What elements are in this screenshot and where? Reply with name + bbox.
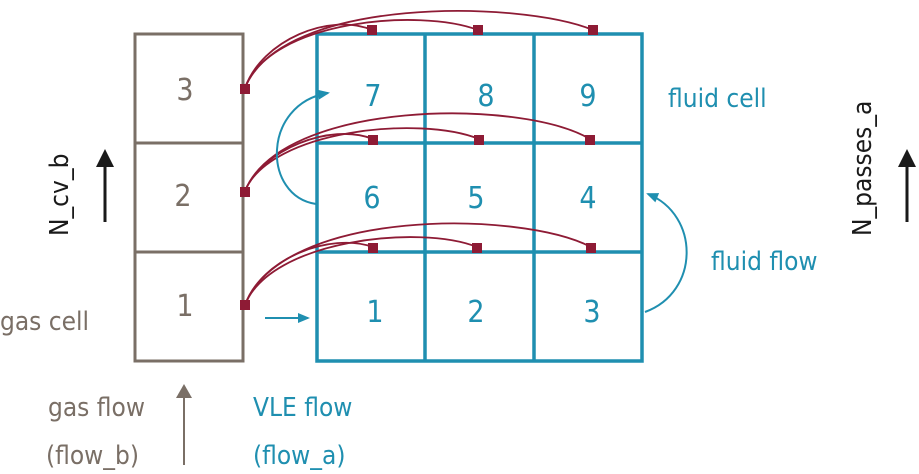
link-curve <box>244 222 592 306</box>
link-curve <box>244 127 480 192</box>
gas-cell-2-number: 2 <box>174 179 191 214</box>
gas-cell-1-number: 1 <box>176 289 193 324</box>
vle-flow-label: VLE flow <box>253 393 352 423</box>
n-passes-a-label: N_passes_a <box>848 101 878 236</box>
fluid-cell-8-number: 8 <box>477 79 494 114</box>
fluid-cell-2-port <box>472 243 482 253</box>
gas-cell-3-number: 3 <box>176 73 193 108</box>
fluid-cell-5-port <box>474 135 484 145</box>
gas-cell-column <box>133 32 245 363</box>
fluid-cell-3-number: 3 <box>583 295 600 330</box>
gas-flow-variable: (flow_b) <box>46 441 139 471</box>
gas-flow-label: gas flow <box>48 393 145 423</box>
vle-flow-variable: (flow_a) <box>253 441 345 471</box>
link-nodes <box>240 25 598 310</box>
link-curve <box>244 112 591 192</box>
link-curve <box>244 236 478 306</box>
fluid-cell-3-port <box>586 243 596 253</box>
gas-cell-1-port <box>240 300 250 310</box>
fluid-cell-6-number: 6 <box>363 181 380 216</box>
link-curve <box>244 10 594 89</box>
gas-cell-label: gas cell <box>0 307 89 337</box>
heat-transfer-links <box>244 10 594 306</box>
link-curve <box>244 19 479 89</box>
arrow-up-icon <box>176 384 192 465</box>
fluid-flow-arrows <box>265 89 688 323</box>
fluid-turn-arrow-right-icon <box>644 193 688 313</box>
gas-cell-3-port <box>240 84 250 94</box>
fluid-cell-5-number: 5 <box>467 181 484 216</box>
n-cv-b-label: N_cv_b <box>45 154 75 236</box>
fluid-cell-9-number: 9 <box>579 79 596 114</box>
gas-column-frame <box>133 32 245 363</box>
fluid-cell-1-number: 1 <box>366 295 383 330</box>
arrow-up-icon <box>96 149 114 222</box>
fluid-cell-6-port <box>368 135 378 145</box>
gas-cell-2-port <box>240 187 250 197</box>
fluid-flow-label: fluid flow <box>711 247 818 277</box>
fluid-cell-2-number: 2 <box>467 295 484 330</box>
fluid-cell-7-number: 7 <box>364 79 381 114</box>
fluid-cell-label: fluid cell <box>668 84 767 114</box>
fluid-cell-7-port <box>367 25 377 35</box>
fluid-cell-8-port <box>473 25 483 35</box>
fluid-cell-4-number: 4 <box>579 181 596 216</box>
fluid-cell-1-port <box>368 243 378 253</box>
fluid-turn-arrow-left-icon <box>275 89 330 205</box>
fluid-cell-4-port <box>585 135 595 145</box>
fluid-cell-9-port <box>588 25 598 35</box>
arrow-up-icon <box>898 149 916 222</box>
